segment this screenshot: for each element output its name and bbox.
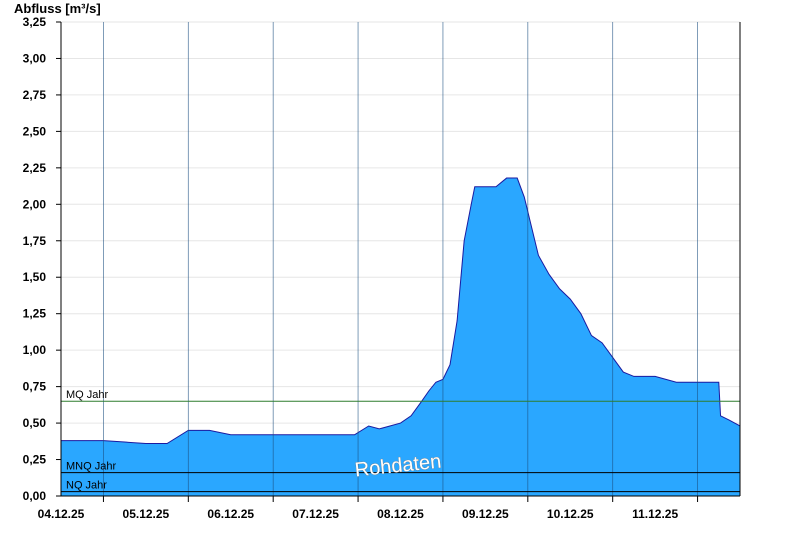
y-tick-label: 1,25	[23, 307, 47, 321]
reference-line-label: MQ Jahr	[66, 389, 109, 401]
y-tick-label: 0,50	[23, 416, 47, 430]
x-tick-label: 09.12.25	[462, 507, 509, 521]
y-tick-label: 1,75	[23, 234, 47, 248]
reference-line-label: NQ Jahr	[66, 480, 107, 492]
reference-line-label: MNQ Jahr	[66, 461, 116, 473]
y-tick-label: 3,00	[23, 51, 47, 65]
y-tick-label: 2,50	[23, 124, 47, 138]
x-tick-label: 04.12.25	[38, 507, 85, 521]
discharge-line	[61, 177, 741, 444]
axes	[56, 21, 741, 502]
discharge-area-layer	[61, 177, 741, 496]
y-axis-title: Abfluss [m³/s]	[14, 1, 101, 16]
y-tick-label: 0,75	[23, 380, 47, 394]
x-tick-label: 05.12.25	[123, 507, 170, 521]
x-tick-label: 06.12.25	[207, 507, 254, 521]
y-tick-label: 0,00	[23, 489, 47, 503]
y-tick-label: 0,25	[23, 453, 47, 467]
reference-lines: MQ Jahr MNQ Jahr NQ Jahr	[61, 389, 740, 493]
y-tick-label: 2,00	[23, 197, 47, 211]
grid	[61, 21, 740, 497]
x-tick-label: 11.12.25	[632, 507, 678, 521]
y-tick-labels: 0,00 0,25 0,50 0,75 1,00 1,25 1,50 1,75 2,00 2,25…	[23, 15, 47, 503]
x-gridlines	[103, 22, 698, 496]
y-tick-label: 2,25	[23, 161, 47, 175]
discharge-area	[61, 178, 740, 496]
x-tick-label: 10.12.25	[547, 507, 594, 521]
x-tick-label: 08.12.25	[377, 507, 424, 521]
y-tick-label: 3,25	[23, 15, 47, 29]
y-tick-label: 1,50	[23, 270, 47, 284]
y-tick-label: 1,00	[23, 343, 47, 357]
x-tick-label: 07.12.25	[292, 507, 339, 521]
y-tick-label: 2,75	[23, 88, 47, 102]
x-tick-labels: 04.12.25 05.12.25 06.12.25 07.12.25 08.12.25…	[38, 507, 679, 521]
